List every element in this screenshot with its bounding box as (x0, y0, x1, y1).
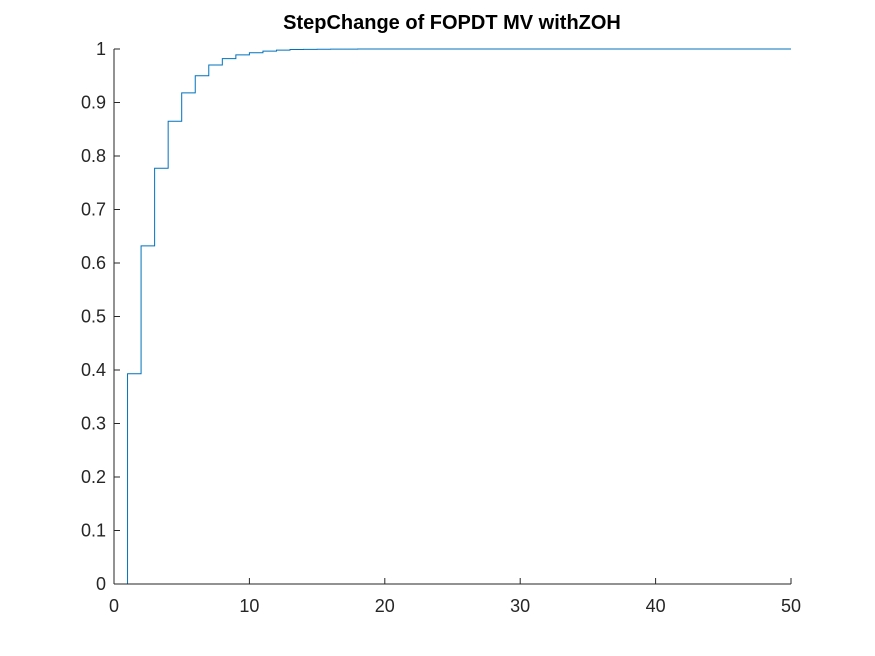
y-tick-label: 0.2 (81, 467, 106, 487)
x-tick-label: 30 (510, 596, 530, 616)
x-tick-label: 0 (109, 596, 119, 616)
y-tick-label: 0.9 (81, 93, 106, 113)
y-tick-label: 0.8 (81, 146, 106, 166)
x-axis-ticks: 0 10 20 30 40 50 (109, 578, 801, 616)
y-tick-label: 1 (96, 39, 106, 59)
y-tick-label: 0.5 (81, 307, 106, 327)
y-axis-ticks: 0 0.1 0.2 0.3 0.4 0.5 0.6 0.7 0.8 0.9 1 (81, 39, 120, 594)
chart-title: StepChange of FOPDT MV withZOH (283, 12, 621, 34)
x-tick-label: 20 (375, 596, 395, 616)
x-tick-label: 40 (646, 596, 666, 616)
y-tick-label: 0.3 (81, 414, 106, 434)
x-tick-label: 50 (781, 596, 801, 616)
y-tick-label: 0.7 (81, 200, 106, 220)
y-tick-label: 0.1 (81, 521, 106, 541)
y-tick-label: 0.6 (81, 253, 106, 273)
plot-area (114, 48, 791, 585)
x-tick-label: 10 (239, 596, 259, 616)
y-tick-label: 0 (96, 574, 106, 594)
step-response-line (114, 48, 791, 585)
y-tick-label: 0.4 (81, 360, 106, 380)
